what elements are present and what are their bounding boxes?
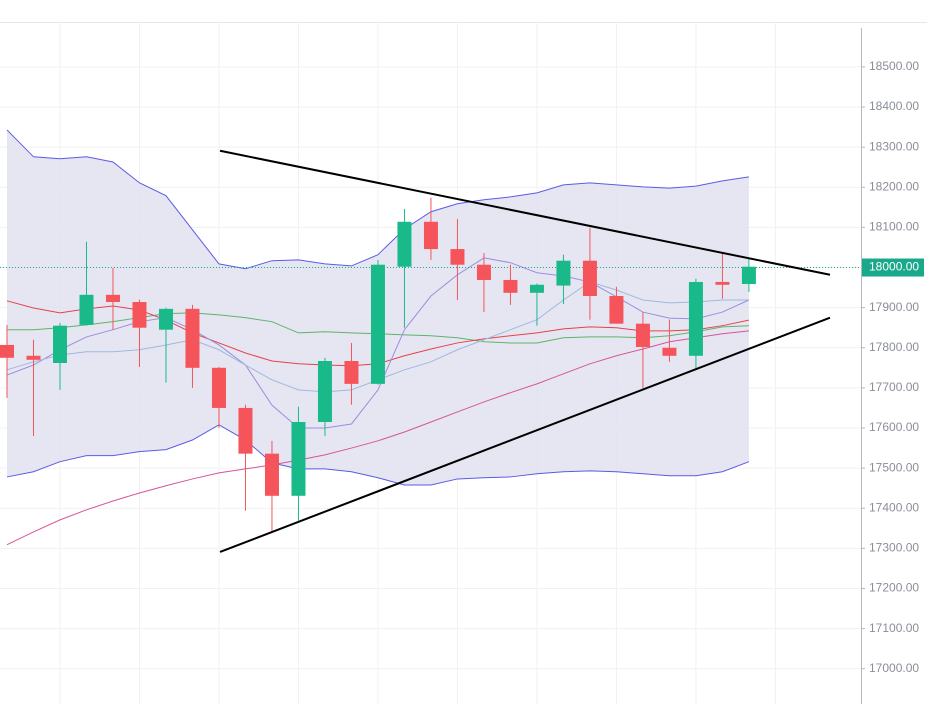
candle-body	[317, 360, 332, 422]
candle-body	[529, 284, 544, 293]
candle-body	[688, 281, 703, 356]
indicator-line	[6, 330, 749, 546]
candle-body	[264, 453, 279, 496]
y-tick-label: 17000.00	[869, 661, 919, 675]
candle-body	[370, 264, 385, 384]
candle-body	[344, 360, 359, 384]
candle-body	[503, 279, 518, 293]
candle-body	[397, 221, 412, 267]
y-tick-label: 18200.00	[869, 179, 919, 193]
y-tick-label: 17300.00	[869, 541, 919, 555]
candle-body	[476, 264, 491, 280]
y-tick-label: 18400.00	[869, 99, 919, 113]
y-tick-label: 17400.00	[869, 500, 919, 514]
candle-body	[450, 249, 465, 265]
candle-body	[741, 266, 756, 284]
band-upper	[6, 129, 749, 270]
candles	[0, 197, 756, 533]
candle-body	[52, 325, 67, 363]
trendline	[219, 316, 831, 553]
y-tick-label: 18100.00	[869, 220, 919, 234]
y-tick-label: 17600.00	[869, 420, 919, 434]
price-axis: 17000.00 17100.00 17200.00 17300.00 17400.00…	[861, 23, 927, 704]
candle-body	[715, 281, 730, 285]
trendline	[219, 149, 831, 276]
candle-body	[79, 294, 94, 325]
axis-background	[861, 23, 927, 704]
candle-body	[158, 308, 173, 330]
y-tick-label: 17700.00	[869, 380, 919, 394]
trendlines	[219, 149, 831, 553]
y-tick-label: 17900.00	[869, 300, 919, 314]
candle-body	[582, 260, 597, 297]
last-price-label: 18000.00	[869, 260, 919, 274]
y-tick-label: 17800.00	[869, 340, 919, 354]
top-bar	[0, 0, 927, 22]
y-tick-label: 18500.00	[869, 59, 919, 73]
y-tick-label: 17200.00	[869, 581, 919, 595]
candle-body	[556, 260, 571, 286]
y-tick-label: 18300.00	[869, 139, 919, 153]
candle-body	[423, 221, 438, 250]
candle-body	[291, 421, 306, 496]
indicator-line	[6, 257, 750, 429]
band-lower	[6, 424, 750, 486]
y-tick-label: 17100.00	[869, 621, 919, 635]
candle-body	[635, 323, 650, 347]
last-price-box	[862, 258, 924, 277]
candle-body	[105, 294, 120, 303]
candle-body	[26, 355, 41, 360]
candle-body	[238, 407, 253, 454]
y-tick-label: 17500.00	[869, 460, 919, 474]
candle-body	[0, 344, 14, 358]
candle-body	[132, 302, 147, 328]
candle-body	[662, 347, 677, 356]
candle-body	[609, 296, 624, 324]
candle-body	[211, 367, 226, 408]
candle-body	[185, 308, 200, 368]
